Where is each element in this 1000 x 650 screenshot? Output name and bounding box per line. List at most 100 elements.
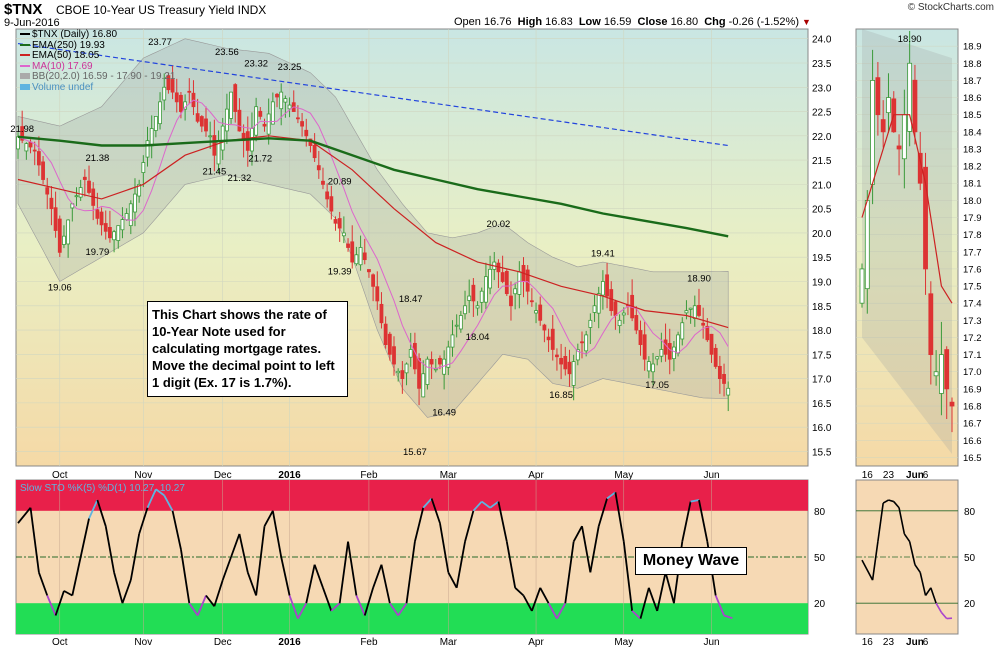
candle-body [717, 365, 722, 380]
candle-body [600, 281, 605, 296]
candle-body [517, 271, 522, 295]
sto-line-segment [347, 541, 358, 596]
zoom-ytick-label: 16.9 [963, 384, 982, 395]
candle-body [542, 324, 547, 331]
zoom-candle-body [928, 293, 934, 356]
sto-line-segment [155, 488, 165, 497]
sto-line-segment [531, 587, 542, 612]
candle-body [87, 180, 91, 193]
sto-line-segment [180, 549, 191, 604]
price-label: 21.98 [10, 124, 34, 135]
zoom-ytick-label: 18.9 [963, 42, 982, 53]
candle-body [367, 269, 371, 273]
candle-body [275, 93, 279, 98]
candle-body [617, 319, 622, 327]
sto-xtick-label: Jun [703, 637, 719, 648]
price-label: 16.49 [432, 407, 456, 418]
sto-xtick-label: Nov [134, 637, 152, 648]
sto-line-segment [639, 587, 650, 619]
zoom-sto-line-segment [924, 587, 932, 596]
sto-line-segment [113, 572, 124, 604]
candle-body [621, 312, 626, 316]
candle-body [701, 322, 706, 326]
candle-body [387, 333, 392, 355]
sto-line-segment [606, 491, 616, 500]
candle-body [383, 323, 388, 346]
brand-label: © StockCharts.com [907, 2, 994, 13]
candle-body [421, 373, 426, 398]
sto-line-segment [614, 492, 625, 542]
sto-line-segment [71, 556, 82, 596]
candle-body [571, 361, 576, 386]
zoom-sto-line-segment [893, 501, 900, 509]
candle-body [53, 207, 58, 231]
zoom-candle-body [907, 62, 913, 132]
main-ytick-label: 19.5 [812, 253, 832, 264]
high-value: 16.83 [545, 16, 573, 28]
price-label: 23.56 [215, 47, 239, 58]
candle-body [296, 117, 300, 120]
candle-body [509, 295, 513, 307]
zoom-candle-body [870, 80, 875, 185]
price-label: 21.45 [202, 167, 226, 178]
price-label: 16.85 [549, 390, 573, 401]
candle-body [567, 361, 572, 375]
candle-body [187, 90, 192, 93]
candle-body [471, 284, 476, 302]
sto-line-segment [581, 526, 592, 573]
sto-line-segment [88, 499, 99, 519]
main-xtick-label: May [614, 470, 633, 481]
sto-line-segment [547, 602, 558, 620]
candle-body [705, 325, 710, 341]
zoom-ytick-label: 16.6 [963, 436, 982, 447]
zoom-ytick-label: 17.0 [963, 367, 982, 378]
sto-line-segment [121, 579, 132, 604]
candle-body [66, 219, 71, 245]
candle-body [149, 128, 154, 147]
candle-body [454, 324, 459, 327]
candle-body [396, 370, 401, 374]
candle-body [429, 359, 434, 365]
sto-line-segment [205, 594, 216, 607]
sto-line-segment [631, 610, 642, 620]
price-label: 15.67 [403, 447, 427, 458]
legend-ema250: EMA(250) 19.93 [20, 40, 175, 52]
zoom-ytick-label: 16.7 [963, 419, 982, 430]
zoom-ytick-label: 16.5 [963, 453, 982, 464]
candle-body [108, 227, 112, 239]
sto-line-segment [472, 500, 483, 512]
ema250-line [17, 135, 729, 238]
candle-body [245, 131, 250, 151]
candle-body [112, 231, 116, 241]
sto-line-segment [405, 541, 416, 604]
candle-body [446, 346, 451, 368]
sto-line-segment [29, 507, 40, 573]
candle-body [62, 235, 66, 245]
candle-body [362, 252, 367, 261]
sto-line-segment [622, 541, 634, 612]
sto-ytick-label: 20 [814, 599, 826, 610]
candle-body [613, 301, 618, 316]
sto-line-segment [414, 507, 425, 542]
zoom-ytick-label: 17.7 [963, 247, 982, 258]
candle-body [596, 293, 601, 314]
symbol-label: $TNX [4, 1, 43, 18]
zoom-ytick-label: 18.5 [963, 110, 982, 121]
candle-body [137, 183, 142, 197]
candle-body [659, 349, 664, 357]
zoom-candle-body [875, 77, 881, 116]
sto-line-segment [188, 602, 199, 617]
candle-body [655, 356, 660, 360]
sto-line-segment [322, 587, 333, 612]
sto-line-segment [656, 572, 667, 612]
candle-body [95, 209, 100, 219]
low-value: 16.59 [603, 16, 632, 28]
sto-line-segment [439, 522, 450, 573]
candle-body [538, 304, 543, 321]
candle-body [82, 176, 87, 180]
zoom-ytick-label: 18.2 [963, 162, 982, 173]
candle-body [133, 193, 137, 213]
candle-body [166, 75, 171, 91]
high-label: High [517, 16, 543, 28]
sto-xtick-label: Dec [214, 637, 232, 648]
